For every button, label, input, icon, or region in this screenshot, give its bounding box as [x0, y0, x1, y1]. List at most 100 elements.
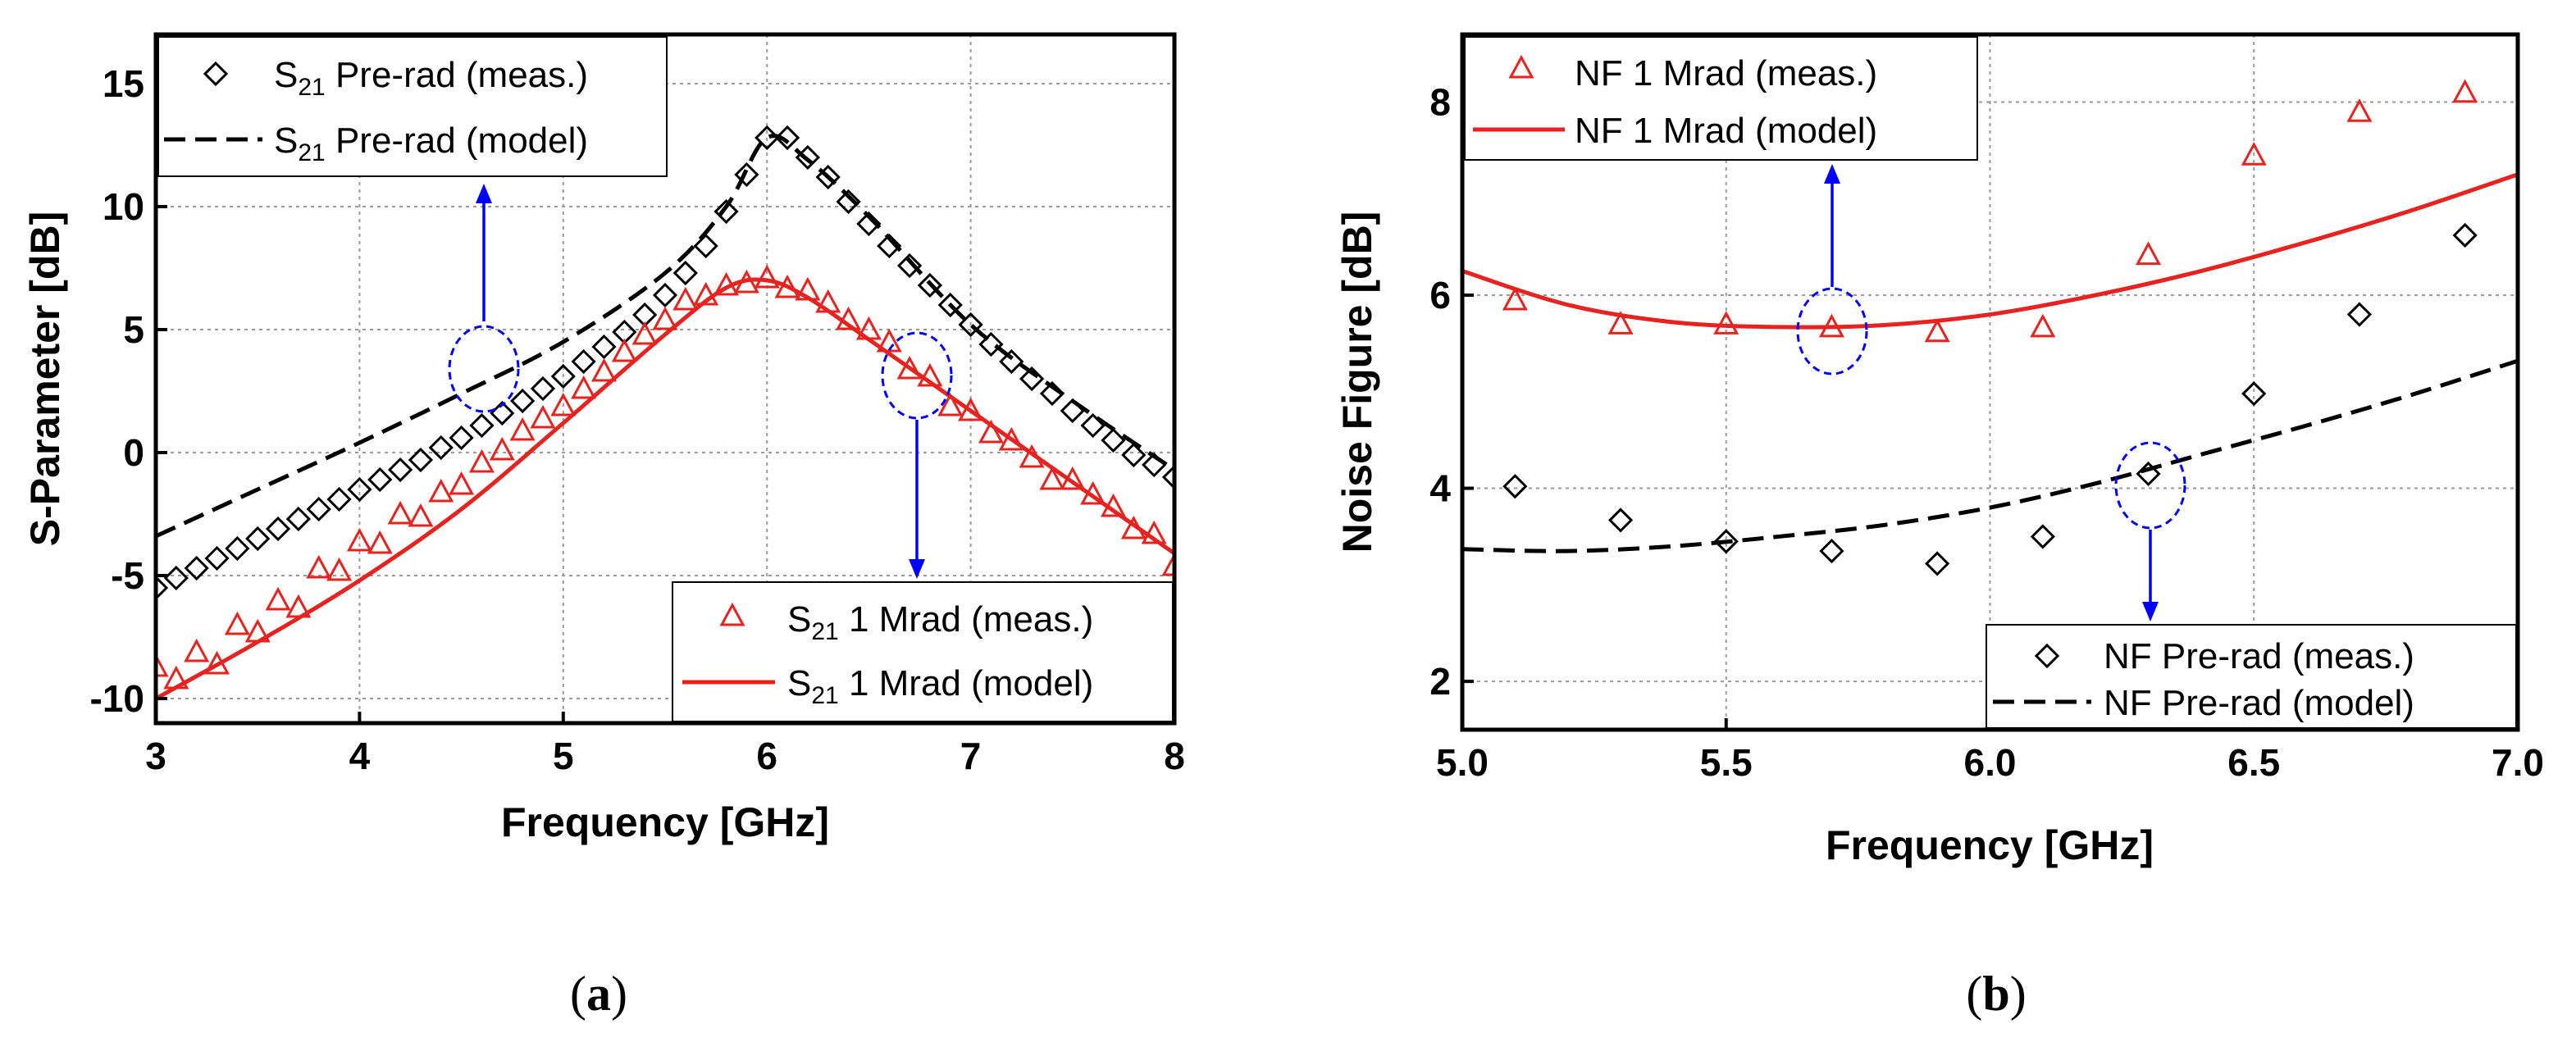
y-tick-label: 6	[1429, 274, 1451, 316]
legend-label-post: Pre-rad (meas.)	[326, 55, 588, 95]
data-point-triangle	[367, 530, 393, 554]
data-point-diamond	[815, 164, 841, 190]
panel-b-ticks: 5.0 5.5 6.0 6.5 7.0 2 4 6 8	[1429, 80, 2544, 784]
data-point-triangle	[449, 471, 475, 495]
data-point-diamond	[347, 476, 372, 503]
panel-a-legend-1-mrad: S21 1 Mrad (meas.) S21 1 Mrad (model)	[672, 581, 1174, 722]
diamond-marker-icon	[203, 61, 229, 87]
panel-a-y-axis-title: S-Parameter [dB]	[22, 212, 68, 546]
data-point-diamond	[591, 334, 617, 360]
x-tick-label: 7	[960, 735, 982, 777]
data-point-triangle	[611, 338, 637, 362]
data-point-diamond	[1607, 508, 1634, 533]
data-point-diamond	[652, 282, 678, 308]
panel-b-legend-1-mrad: NF 1 Mrad (meas.) NF 1 Mrad (model)	[1464, 36, 1978, 161]
panel-a-plot	[156, 125, 1174, 701]
data-point-diamond	[836, 189, 861, 215]
data-point-triangle	[2452, 79, 2478, 103]
data-point-triangle	[2346, 98, 2373, 122]
data-point-triangle	[937, 392, 964, 416]
panel-a-annotations	[448, 184, 953, 579]
legend-label: NF 1 Mrad (model)	[1575, 111, 1877, 151]
data-point-triangle	[346, 527, 372, 552]
series-line-s21-pre-rad-model	[156, 134, 1174, 539]
data-point-triangle	[693, 281, 719, 306]
data-point-diamond	[265, 516, 291, 542]
svg-text:S21 1 Mrad (meas.): S21 1 Mrad (meas.)	[787, 599, 1093, 645]
x-tick-label: 8	[1164, 735, 1185, 777]
panel-a-highlight-circle-pre-rad	[448, 325, 520, 413]
data-point-triangle	[1039, 466, 1065, 490]
data-point-diamond	[1713, 529, 1739, 554]
legend-entry-nf-pre-rad-model: NF Pre-rad (model)	[1993, 683, 2414, 723]
legend-label-pre: S	[274, 121, 298, 161]
data-point-diamond	[774, 125, 800, 151]
data-point-triangle	[876, 328, 902, 353]
data-point-diamond	[734, 162, 759, 188]
data-point-triangle	[550, 392, 577, 416]
data-point-triangle	[917, 362, 943, 387]
data-point-diamond	[184, 555, 209, 581]
data-point-triangle	[530, 404, 556, 429]
data-point-diamond	[156, 575, 169, 601]
legend-label: NF 1 Mrad (meas.)	[1575, 53, 1877, 93]
data-point-triangle	[156, 653, 169, 677]
data-point-diamond	[530, 376, 556, 402]
data-point-diamond	[469, 412, 495, 439]
panel-a-arrow-down-head	[909, 559, 925, 579]
data-point-triangle	[998, 426, 1024, 451]
y-tick-label: 2	[1429, 660, 1451, 703]
panel-b-highlight-circle-1-mrad	[1796, 287, 1868, 376]
data-point-triangle	[265, 586, 291, 611]
legend-label-pre: S	[787, 599, 811, 640]
data-point-diamond	[2346, 302, 2373, 327]
data-point-triangle	[2241, 142, 2267, 166]
data-point-diamond	[1502, 474, 1528, 499]
panel-b-arrow-up-head	[1824, 164, 1840, 184]
data-point-diamond	[1019, 366, 1045, 392]
data-point-triangle	[468, 448, 495, 473]
data-point-diamond	[672, 260, 698, 286]
data-point-triangle	[1502, 286, 1528, 311]
data-point-diamond	[571, 348, 596, 375]
data-point-diamond	[204, 545, 230, 571]
data-point-diamond	[1121, 442, 1147, 468]
legend-label-post: 1 Mrad (model)	[839, 663, 1094, 703]
panel-a-legend-pre-rad: S21 Pre-rad (meas.) S21 Pre-rad (model)	[157, 36, 668, 177]
data-point-diamond	[1819, 538, 1844, 564]
panel-b-legend-pre-rad: NF Pre-rad (meas.) NF Pre-rad (model)	[1986, 624, 2517, 729]
data-point-triangle	[1924, 318, 1950, 343]
panel-a: 3 4 5 6 7 8 -10 -5 0 5 10 15 Frequency [GHz] S-Para…	[22, 32, 1185, 1021]
legend-entry-s21-1-mrad-meas: S21 1 Mrad (meas.)	[719, 599, 1093, 645]
data-point-triangle	[509, 416, 536, 441]
data-point-diamond	[1925, 551, 1950, 576]
data-point-triangle	[672, 286, 699, 311]
legend-label-sub: 21	[298, 139, 325, 166]
panel-b-label: (b)	[1966, 967, 2026, 1021]
legend-entry-s21-1-mrad-model: S21 1 Mrad (model)	[682, 663, 1093, 709]
data-point-diamond	[877, 233, 902, 259]
y-tick-label: 5	[123, 308, 144, 351]
data-point-triangle	[978, 419, 1004, 444]
data-point-triangle	[631, 321, 658, 345]
y-tick-label: 10	[103, 185, 144, 228]
panel-a-label: (a)	[570, 967, 627, 1021]
data-point-triangle	[1713, 311, 1739, 335]
y-tick-label: 15	[103, 62, 144, 105]
data-point-diamond	[449, 425, 474, 451]
panel-b-highlight-circle-pre-rad	[2114, 441, 2186, 530]
data-point-diamond	[693, 233, 718, 259]
data-point-triangle	[1161, 552, 1174, 576]
legend-label-sub: 21	[298, 74, 325, 101]
svg-text:S21 Pre-rad (model): S21 Pre-rad (model)	[274, 121, 588, 166]
data-point-diamond	[428, 435, 454, 461]
legend-entry-nf-pre-rad-meas: NF Pre-rad (meas.)	[2034, 636, 2414, 676]
legend-label: NF Pre-rad (model)	[2104, 683, 2414, 723]
series-line-s21-1-mrad-model	[156, 277, 1174, 701]
x-tick-label: 6.0	[1964, 741, 2017, 784]
data-point-diamond	[285, 506, 312, 532]
legend-label-pre: S	[274, 55, 298, 95]
data-point-triangle	[754, 264, 780, 289]
legend-label-post: 1 Mrad (meas.)	[839, 599, 1094, 640]
series-s21-1-mrad-model	[156, 277, 1174, 701]
